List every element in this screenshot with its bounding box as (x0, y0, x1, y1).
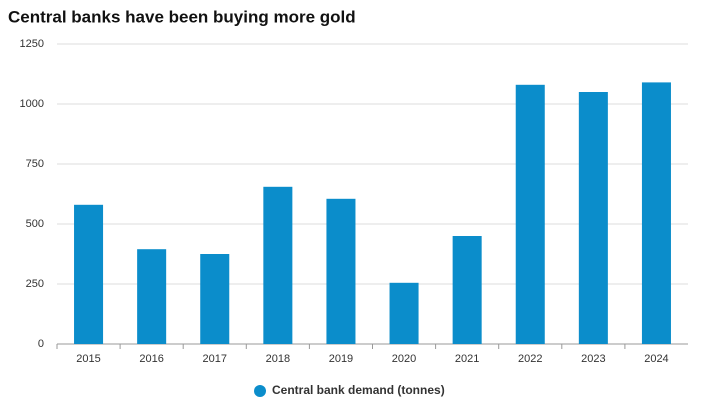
y-tick-label: 1250 (20, 38, 44, 50)
y-tick-label: 1000 (20, 98, 44, 110)
y-tick-label: 0 (38, 338, 44, 350)
bar (326, 198, 356, 344)
y-tick-label: 750 (26, 158, 44, 170)
y-tick-label: 500 (26, 218, 44, 230)
x-tick-label: 2016 (139, 353, 163, 365)
bar (74, 204, 104, 344)
x-tick-label: 2017 (203, 353, 227, 365)
bar (515, 84, 545, 345)
bar (200, 254, 230, 344)
y-tick-label: 250 (26, 278, 44, 290)
bar (452, 236, 482, 344)
x-tick-label: 2021 (455, 353, 479, 365)
bar (578, 92, 608, 344)
x-tick-label: 2022 (518, 353, 542, 365)
bar (641, 82, 671, 345)
legend-label: Central bank demand (tonnes) (272, 383, 445, 397)
bar (389, 282, 419, 344)
x-tick-label: 2019 (329, 353, 353, 365)
legend-marker (254, 385, 266, 397)
bar (137, 249, 167, 344)
x-tick-label: 2024 (644, 353, 668, 365)
x-tick-label: 2023 (581, 353, 605, 365)
chart-title: Central banks have been buying more gold (8, 7, 356, 26)
x-tick-label: 2018 (266, 353, 290, 365)
x-tick-label: 2015 (76, 353, 100, 365)
bar (263, 186, 293, 344)
x-tick-label: 2020 (392, 353, 416, 365)
